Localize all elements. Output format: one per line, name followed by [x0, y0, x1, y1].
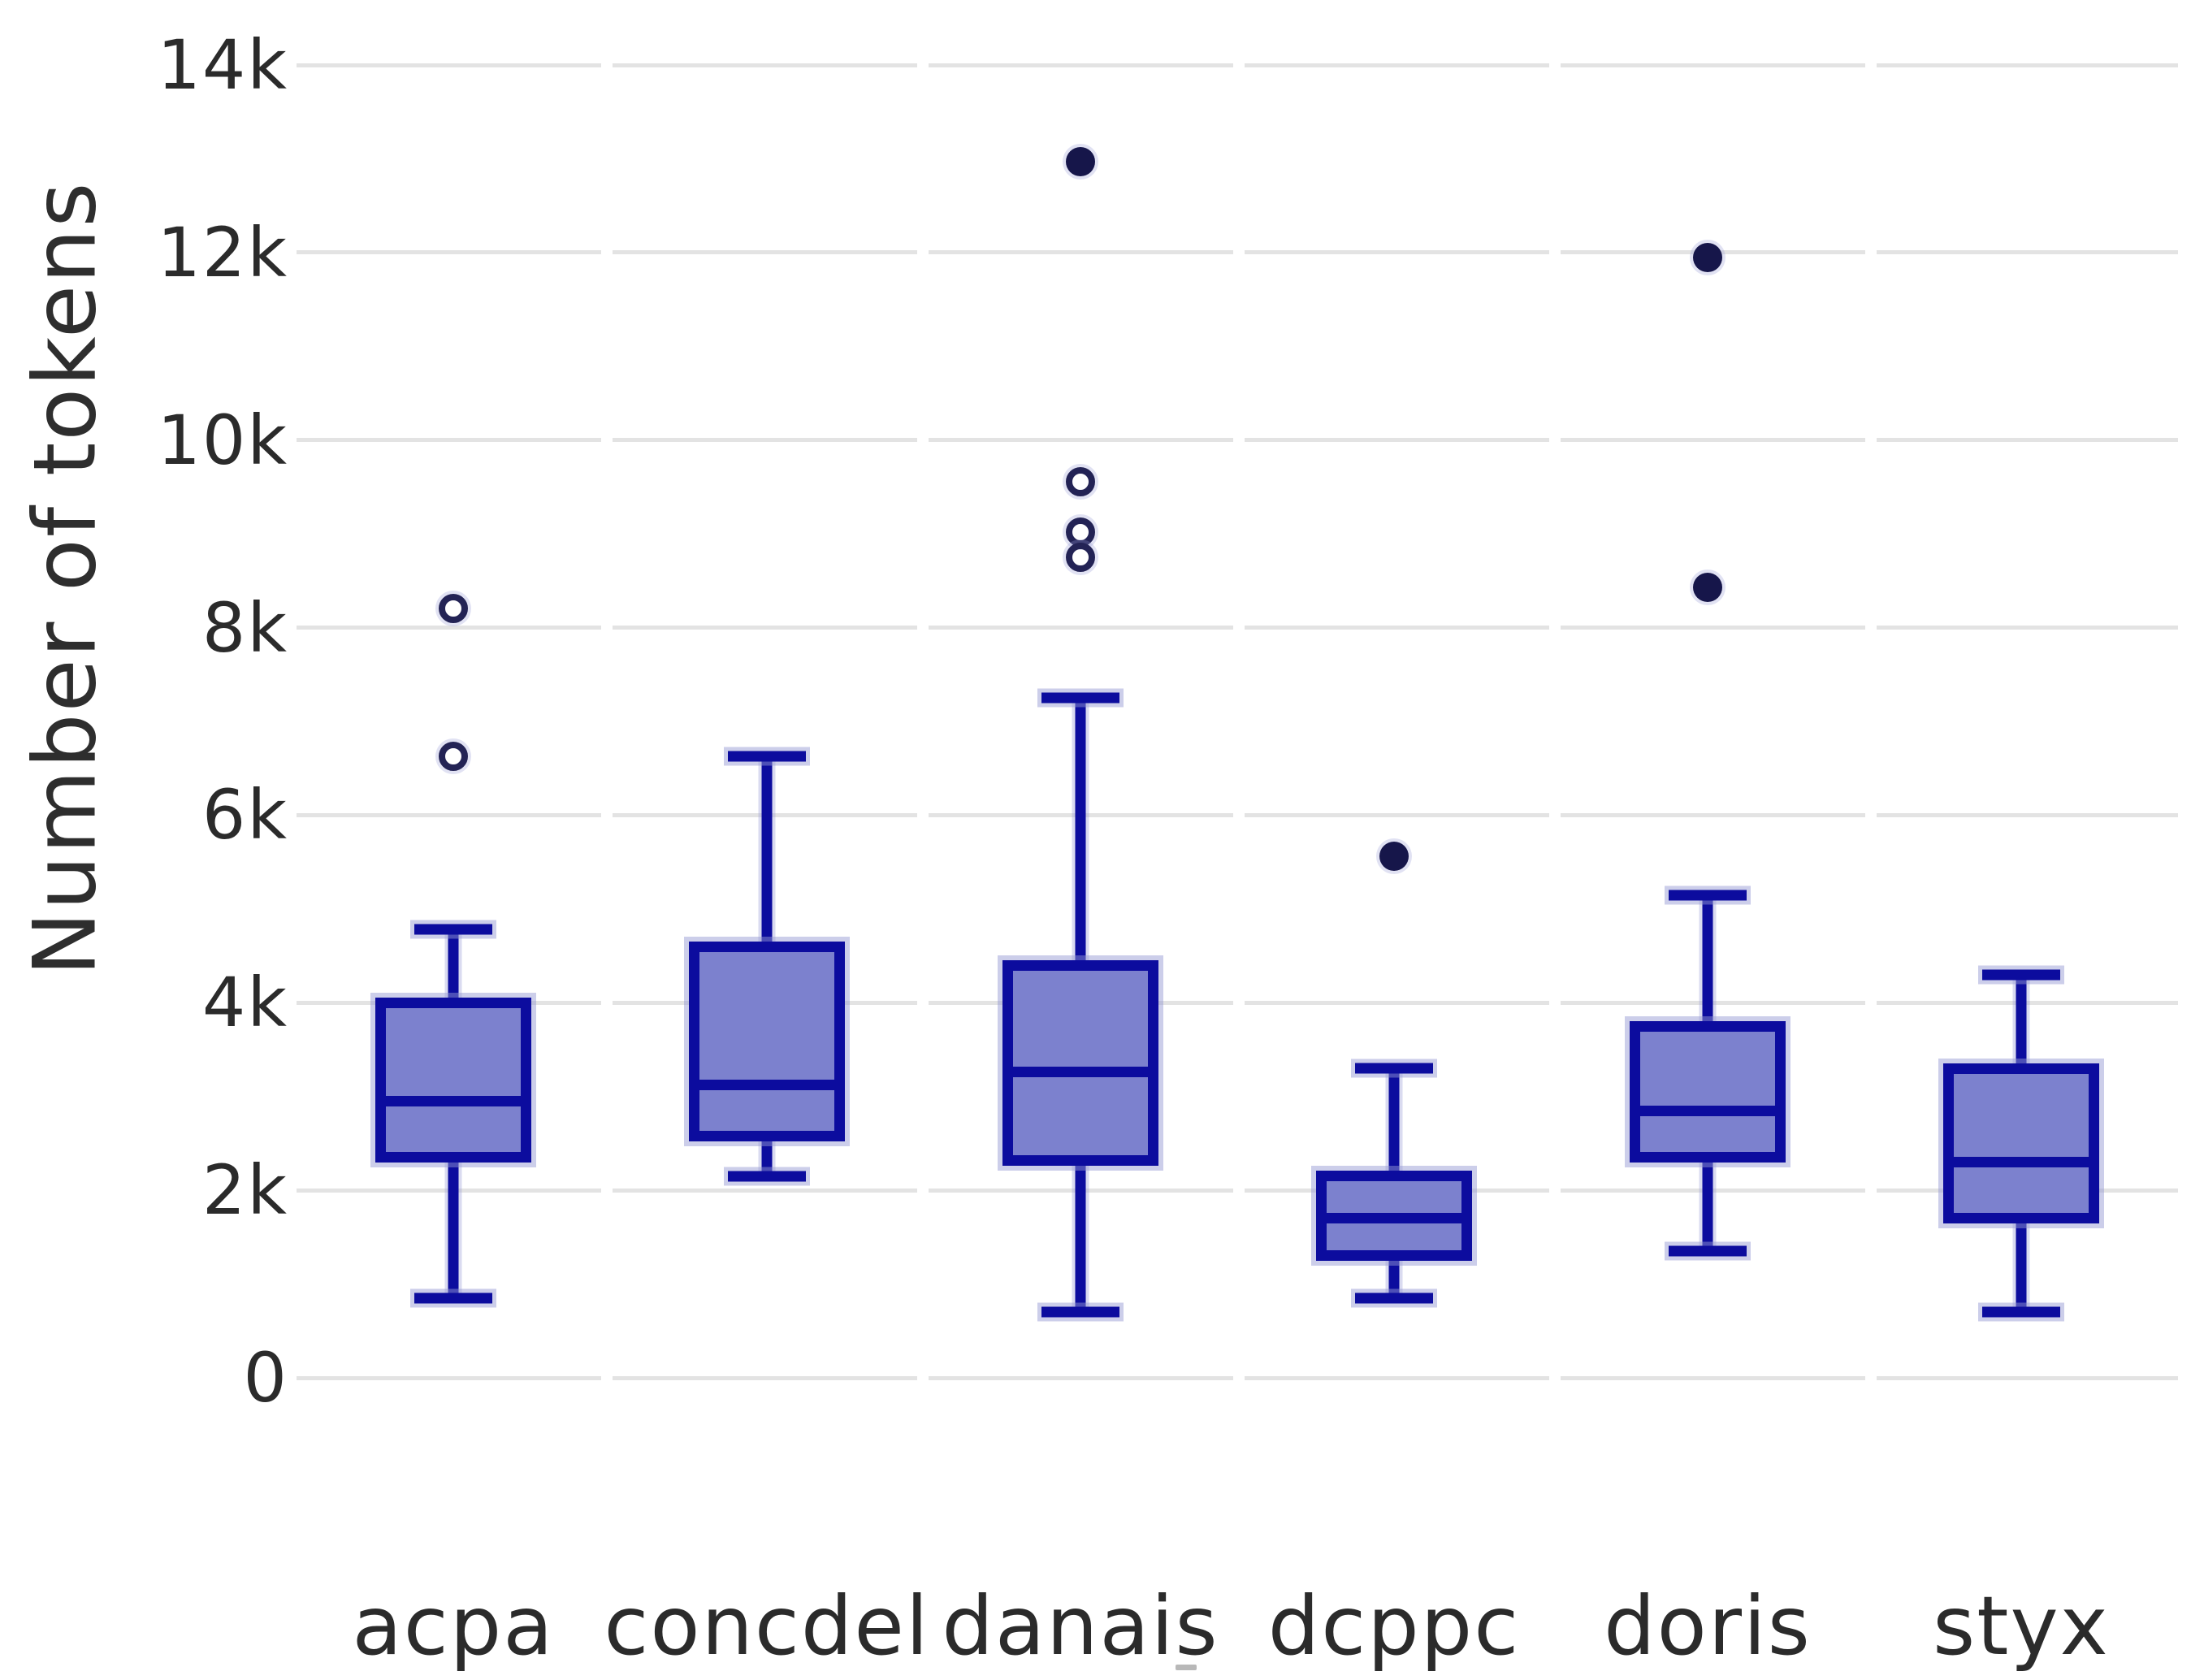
whisker-cap-bottom-dcppc — [1355, 1292, 1433, 1304]
whisker-cap-bottom-concdel — [728, 1171, 806, 1182]
y-axis-title: Number of tokens — [15, 180, 115, 976]
x-tick-label-styx: styx — [1933, 1578, 2110, 1674]
median-line-concdel — [699, 1080, 834, 1091]
whisker-cap-bottom-doris — [1669, 1245, 1747, 1257]
whisker-cap-bottom-acpa — [414, 1292, 492, 1304]
x-tick-label-doris: doris — [1604, 1578, 1812, 1674]
gridline-2k — [297, 1188, 2178, 1193]
outlier-point-danais — [1066, 146, 1095, 176]
whisker-cap-top-dcppc — [1355, 1063, 1433, 1074]
y-tick-label: 0 — [243, 1338, 288, 1418]
x-tick-label-acpa: acpa — [352, 1578, 555, 1674]
outlier-point-doris — [1693, 242, 1722, 272]
whisker-cap-top-danais — [1041, 692, 1119, 704]
median-line-danais — [1013, 1067, 1148, 1078]
outlier-point-dcppc — [1379, 842, 1409, 872]
median-line-doris — [1640, 1105, 1775, 1116]
box-concdel — [689, 941, 845, 1141]
box-styx — [1943, 1063, 2099, 1224]
whisker-cap-bottom-styx — [1982, 1306, 2060, 1318]
whisker-cap-top-doris — [1669, 890, 1747, 901]
x-tick-label-dcppc: dcppc — [1267, 1578, 1521, 1674]
gridline-10k — [297, 438, 2178, 443]
gridline-14k — [297, 63, 2178, 67]
whisker-cap-top-styx — [1982, 969, 2060, 981]
y-tick-label: 14k — [157, 25, 288, 105]
y-tick-label: 10k — [157, 400, 288, 480]
gridline-0 — [297, 1375, 2178, 1380]
y-tick-label: 8k — [201, 587, 288, 668]
x-tick-label-danais: danais — [942, 1578, 1219, 1674]
box-danais — [1002, 959, 1158, 1166]
outlier-point-acpa — [439, 741, 468, 771]
gridline-12k — [297, 250, 2178, 255]
y-tick-label: 12k — [157, 212, 288, 292]
median-line-styx — [1954, 1157, 2089, 1167]
y-tick-label: 2k — [201, 1150, 288, 1231]
median-line-acpa — [386, 1095, 521, 1106]
y-tick-label: 6k — [201, 775, 288, 855]
median-line-dcppc — [1327, 1213, 1461, 1224]
box-acpa — [375, 997, 531, 1163]
x-tick-label-concdel: concdel — [604, 1578, 930, 1674]
smudge-artifact — [1176, 1665, 1197, 1670]
outlier-point-acpa — [439, 594, 468, 624]
gridline-6k — [297, 812, 2178, 817]
whisker-cap-top-concdel — [728, 751, 806, 762]
outlier-point-doris — [1693, 572, 1722, 602]
outlier-point-danais — [1066, 466, 1095, 496]
y-tick-label: 4k — [201, 963, 288, 1043]
plot-area — [297, 63, 2178, 1380]
whisker-cap-top-acpa — [414, 924, 492, 935]
gridline-4k — [297, 1000, 2178, 1005]
outlier-point-danais — [1066, 543, 1095, 572]
gridline-8k — [297, 626, 2178, 630]
whisker-cap-bottom-danais — [1041, 1306, 1119, 1318]
box-dcppc — [1316, 1171, 1472, 1262]
box-doris — [1630, 1020, 1786, 1163]
